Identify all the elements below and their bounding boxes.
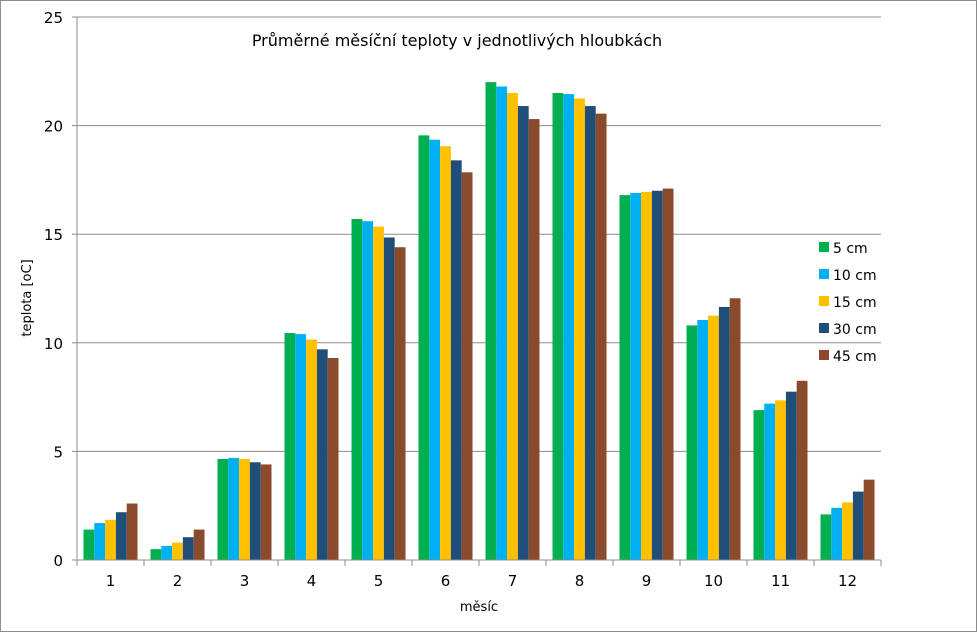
bar-5cm-m9 — [619, 195, 631, 560]
bar-45cm-m12 — [863, 479, 875, 560]
bar-10cm-m1 — [94, 523, 106, 560]
bar-45cm-m3 — [260, 464, 272, 560]
x-tick-label: 3 — [240, 572, 250, 590]
bar-30cm-m3 — [249, 462, 261, 560]
bar-45cm-m4 — [327, 358, 339, 560]
legend-label: 45 cm — [833, 349, 877, 365]
bar-5cm-m5 — [351, 219, 363, 560]
bar-5cm-m1 — [83, 529, 95, 560]
bar-15cm-m11 — [775, 400, 786, 560]
bar-15cm-m9 — [641, 191, 652, 560]
bar-30cm-m5 — [383, 237, 395, 560]
x-tick-label: 8 — [575, 572, 585, 590]
legend-swatch — [819, 323, 829, 333]
bar-15cm-m6 — [440, 146, 451, 561]
bar-30cm-m7 — [517, 106, 529, 561]
bar-15cm-m1 — [105, 519, 116, 560]
bar-15cm-m7 — [507, 93, 518, 561]
bar-30cm-m1 — [115, 512, 127, 560]
legend-swatch — [819, 296, 829, 306]
bar-10cm-m12 — [831, 507, 843, 560]
bar-30cm-m6 — [450, 160, 462, 560]
legend: 5 cm 10 cm 15 cm 30 cm 45 cm — [819, 241, 877, 365]
bar-5cm-m3 — [217, 459, 229, 560]
bar-5cm-m8 — [552, 93, 564, 561]
bar-5cm-m10 — [686, 325, 698, 560]
bar-5cm-m4 — [284, 333, 296, 560]
x-tick-label: 6 — [441, 572, 451, 590]
bar-15cm-m5 — [373, 226, 384, 560]
bar-30cm-m10 — [718, 306, 730, 560]
bar-30cm-m8 — [584, 106, 596, 561]
bar-10cm-m10 — [697, 319, 709, 560]
chart-title: Průměrné měsíční teploty v jednotlivých … — [252, 31, 662, 50]
y-tick-label: 10 — [44, 335, 63, 353]
bar-45cm-m5 — [394, 247, 406, 561]
legend-swatch — [819, 269, 829, 279]
bar-45cm-m1 — [126, 503, 138, 560]
x-tick-label: 10 — [704, 572, 723, 590]
bar-45cm-m9 — [662, 188, 674, 560]
x-tick-label: 12 — [838, 572, 857, 590]
bar-30cm-m12 — [852, 491, 864, 560]
bars — [83, 82, 875, 561]
bar-15cm-m4 — [306, 339, 317, 560]
bar-5cm-m12 — [820, 514, 832, 560]
y-tick-label: 25 — [44, 9, 63, 27]
legend-label: 15 cm — [833, 295, 877, 311]
x-tick-label: 1 — [106, 572, 116, 590]
bar-10cm-m4 — [295, 334, 307, 560]
x-tick-label: 5 — [374, 572, 384, 590]
bar-10cm-m6 — [429, 139, 441, 560]
bar-30cm-m2 — [182, 537, 194, 560]
x-tick-label: 7 — [508, 572, 518, 590]
legend-label: 10 cm — [833, 268, 877, 284]
y-tick-label: 20 — [44, 118, 63, 136]
bar-5cm-m11 — [753, 410, 765, 560]
x-tick-label: 11 — [771, 572, 790, 590]
bar-10cm-m7 — [496, 86, 508, 560]
y-tick-label: 15 — [44, 226, 63, 244]
bar-15cm-m12 — [842, 502, 853, 560]
legend-swatch — [819, 350, 829, 360]
x-axis-title: měsíc — [460, 600, 498, 615]
y-tick-label: 5 — [53, 443, 63, 461]
bar-45cm-m2 — [193, 529, 205, 560]
bar-10cm-m5 — [362, 221, 374, 561]
bar-45cm-m6 — [461, 172, 473, 561]
bar-15cm-m10 — [708, 315, 719, 560]
bar-30cm-m11 — [785, 391, 797, 560]
bar-10cm-m8 — [563, 94, 575, 561]
bar-10cm-m3 — [228, 457, 240, 560]
bar-30cm-m4 — [316, 349, 328, 560]
bar-10cm-m11 — [764, 403, 776, 560]
legend-label: 5 cm — [833, 241, 868, 257]
legend-label: 30 cm — [833, 322, 877, 338]
bar-15cm-m8 — [574, 98, 585, 560]
bar-10cm-m2 — [161, 545, 173, 560]
x-tick-label: 2 — [173, 572, 183, 590]
x-tick-label: 4 — [307, 572, 317, 590]
bar-45cm-m10 — [729, 298, 741, 560]
bar-5cm-m2 — [150, 549, 162, 560]
y-axis-title: teplota [oC] — [20, 259, 35, 336]
legend-swatch — [819, 242, 829, 252]
bar-15cm-m2 — [172, 542, 183, 560]
bar-30cm-m9 — [651, 190, 663, 560]
bar-45cm-m8 — [595, 113, 607, 561]
bar-45cm-m11 — [796, 380, 808, 560]
bar-45cm-m7 — [528, 119, 540, 560]
gridlines — [77, 16, 881, 452]
y-tick-label: 0 — [53, 552, 63, 570]
bar-10cm-m9 — [630, 192, 642, 560]
bar-15cm-m3 — [239, 459, 250, 560]
bar-5cm-m7 — [485, 82, 497, 560]
bar-5cm-m6 — [418, 135, 430, 560]
x-tick-label: 9 — [642, 572, 652, 590]
